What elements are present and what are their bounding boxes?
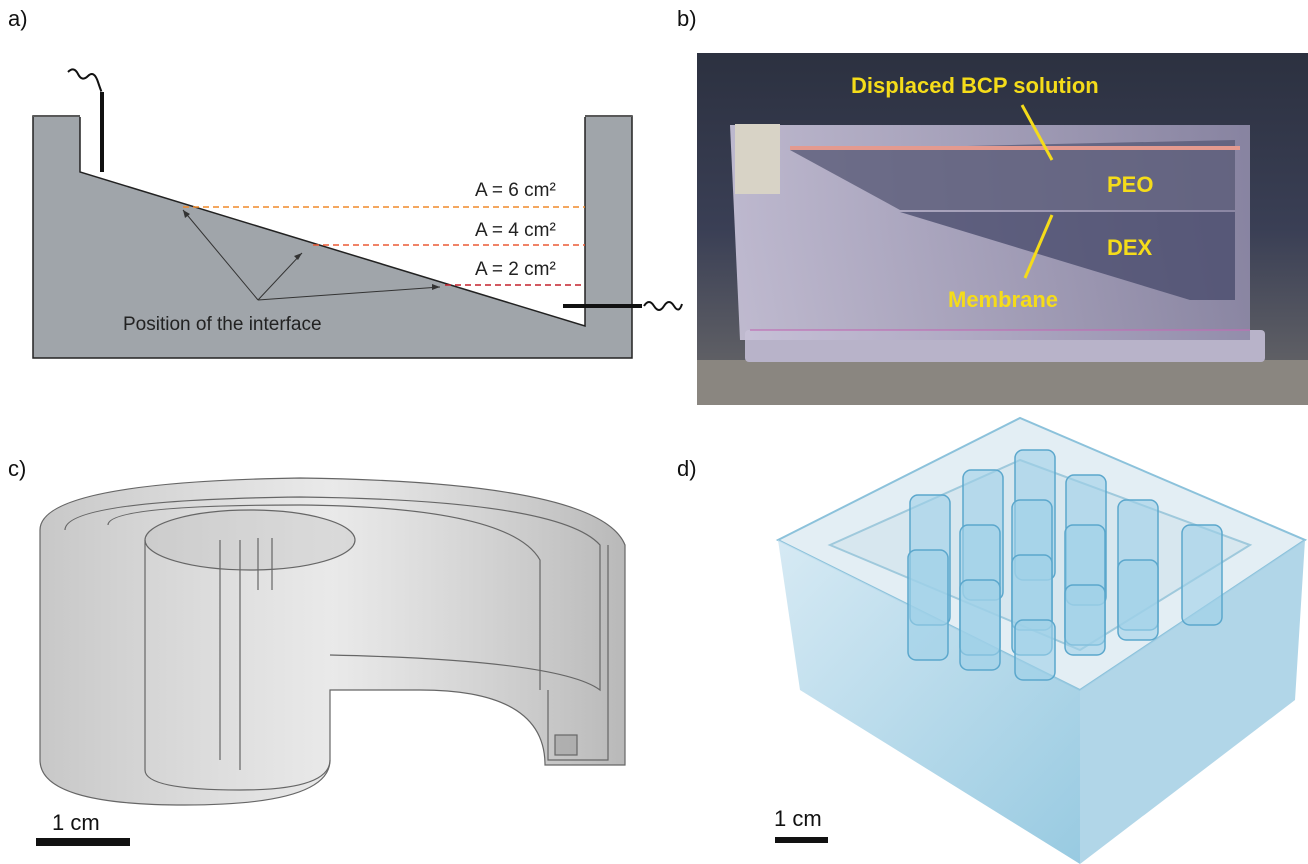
photo <box>697 53 1308 405</box>
panel-label: a) <box>8 6 28 31</box>
area-label: A = 6 cm² <box>475 180 556 201</box>
scale-label: 1 cm <box>52 810 100 835</box>
panel-label: b) <box>677 6 697 31</box>
photo-label: PEO <box>1107 172 1153 197</box>
photo-label: Membrane <box>948 287 1058 312</box>
spiral-render <box>40 478 625 805</box>
panel-label: c) <box>8 456 26 481</box>
scale-label: 1 cm <box>774 806 822 831</box>
figure: a) A = 6 cm² A = 4 cm² A = 2 cm² Positio… <box>0 0 1308 864</box>
panel-label: d) <box>677 456 697 481</box>
photo-label: Displaced BCP solution <box>851 73 1099 98</box>
photo-label: DEX <box>1107 235 1153 260</box>
area-label: A = 4 cm² <box>475 220 556 241</box>
area-label: A = 2 cm² <box>475 259 556 280</box>
annotation: Position of the interface <box>123 314 322 335</box>
cube-render <box>778 418 1305 864</box>
